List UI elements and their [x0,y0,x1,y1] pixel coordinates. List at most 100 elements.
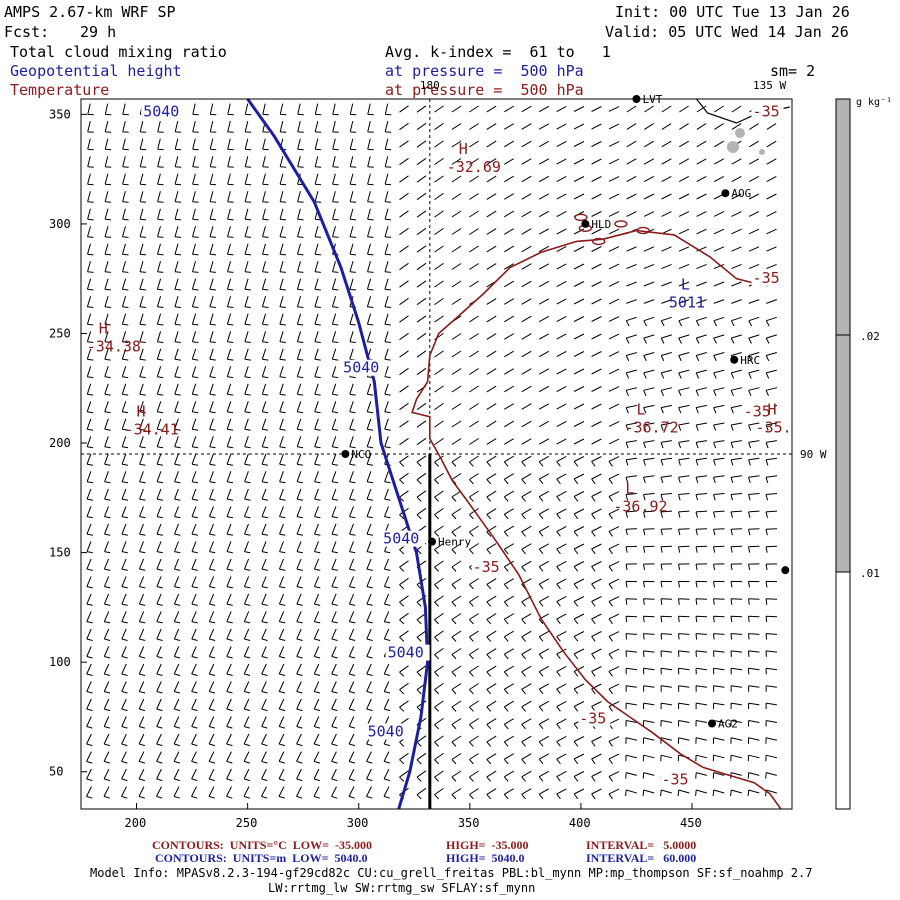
wind-barb [173,733,181,747]
wind-barb [556,350,567,358]
wind-barb [157,261,164,273]
wind-barb [416,210,427,218]
wind-barb [278,716,286,729]
wind-barb [469,753,479,765]
wind-barb [730,667,743,675]
wind-barb [103,646,111,659]
wind-barb [748,175,760,183]
wind-barb [521,403,532,410]
wind-barb [504,403,514,410]
wind-barb [156,786,163,799]
x-tick-label: 250 [236,816,258,830]
wind-barb [399,630,409,642]
wind-barb [384,296,391,308]
wind-barb [244,418,251,431]
wind-barb [486,630,497,642]
wind-barb [121,751,128,764]
wind-barb [747,772,760,779]
wind-barb [261,681,268,694]
wind-barb [660,580,673,588]
extremum-marker: L [625,479,634,497]
wind-barb [279,453,286,466]
wind-barb [451,665,462,677]
wind-barb [713,493,725,501]
wind-barb [399,770,409,782]
wind-barb [591,561,602,572]
wind-barb [244,436,251,449]
wind-barb [625,650,638,657]
wind-barb [608,648,620,660]
wind-barb [331,418,339,431]
wind-barb [86,488,94,501]
wind-barb [503,683,514,695]
wind-barb [86,506,93,519]
wind-barb [469,770,479,782]
wind-barb [538,193,550,200]
wind-barb [399,560,409,572]
wind-barb [643,528,655,536]
wind-barb [191,541,198,554]
wind-barb [226,663,233,676]
wind-barb [608,508,620,520]
wind-barb [538,175,550,183]
wind-barb [538,420,550,428]
wind-barb [103,768,110,782]
wind-barb [121,488,129,501]
wind-barb [139,523,146,536]
height-label: 5040 [368,722,404,740]
station-label: HRC [740,354,760,367]
wind-barb [279,103,287,116]
wind-barb [191,716,198,729]
wind-barb [626,211,637,217]
wind-barb [695,685,707,692]
wind-barb [625,754,638,762]
wind-barb [174,453,181,466]
wind-barb [503,578,514,590]
wind-barb [139,453,146,466]
wind-barb [279,173,287,186]
wind-barb [191,576,198,589]
wind-barb [730,633,743,640]
wind-barb [713,404,725,414]
wind-barb [573,771,585,782]
wind-barb [661,175,672,183]
wind-barb [608,473,620,485]
wind-barb [243,751,251,764]
wind-barb [573,456,585,467]
wind-barb [156,733,163,747]
wind-barb [157,243,164,256]
meridian-label-90w: 90 W [800,448,827,461]
wind-barb [156,523,163,536]
wind-barb [660,650,673,657]
wind-barb [748,598,760,605]
wind-barb [191,698,198,712]
wind-barb [103,716,111,729]
wind-barb [261,646,268,659]
wind-barb [538,753,550,765]
wind-barb [399,350,409,358]
wind-barb [367,226,374,238]
height-label: 5040 [388,644,424,662]
wind-barb [156,453,164,466]
wind-barb [227,261,234,273]
wind-barb [331,628,338,641]
wind-barb [434,122,444,131]
wind-barb [209,120,217,133]
wind-barb [538,333,550,340]
wind-barb [766,246,777,252]
wind-barb [591,403,602,410]
wind-barb [608,456,620,467]
wind-barb [660,563,673,571]
wind-barb [209,471,216,484]
wind-barb [399,595,409,607]
wind-barb [121,383,129,396]
wind-barb [712,772,725,779]
wind-barb [521,525,532,537]
wind-barb [208,768,215,782]
wind-barb [226,698,233,712]
wind-barb [191,523,198,536]
wind-barb [139,401,146,414]
wind-barb [313,663,321,676]
wind-barb [331,313,339,326]
wind-barb [416,455,427,467]
